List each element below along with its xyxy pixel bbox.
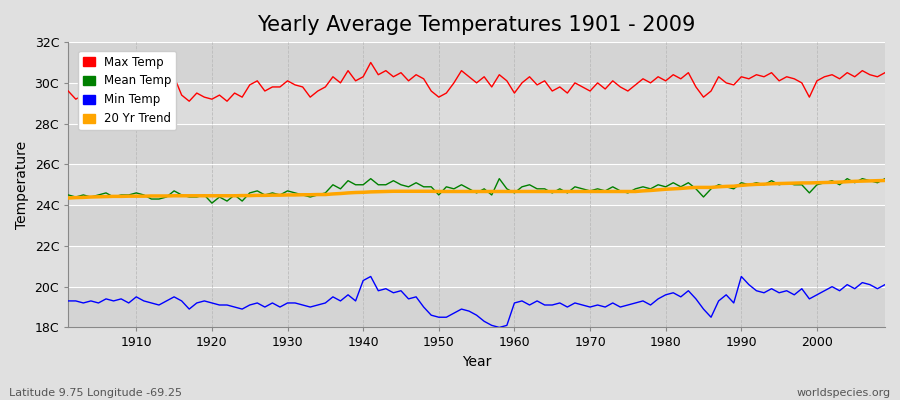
Title: Yearly Average Temperatures 1901 - 2009: Yearly Average Temperatures 1901 - 2009: [257, 15, 696, 35]
Bar: [68, 124, 885, 164]
Text: worldspecies.org: worldspecies.org: [796, 388, 891, 398]
Bar: [68, 287, 885, 328]
Bar: [68, 246, 885, 287]
Bar: [68, 205, 885, 246]
Legend: Max Temp, Mean Temp, Min Temp, 20 Yr Trend: Max Temp, Mean Temp, Min Temp, 20 Yr Tre…: [78, 51, 176, 130]
Text: Latitude 9.75 Longitude -69.25: Latitude 9.75 Longitude -69.25: [9, 388, 182, 398]
Bar: [68, 83, 885, 124]
X-axis label: Year: Year: [462, 355, 491, 369]
Bar: [68, 164, 885, 205]
Bar: [68, 42, 885, 83]
Y-axis label: Temperature: Temperature: [15, 141, 29, 229]
